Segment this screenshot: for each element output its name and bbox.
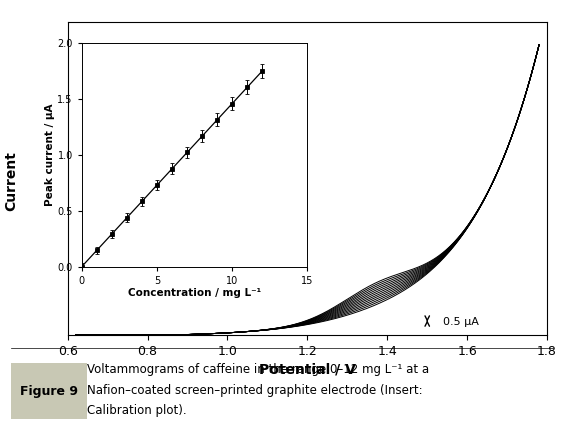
Text: Figure 9: Figure 9 — [20, 385, 78, 398]
Text: Current: Current — [5, 150, 18, 211]
Text: Calibration plot).: Calibration plot). — [87, 404, 187, 417]
Text: Nafion–coated screen–printed graphite electrode (Insert:: Nafion–coated screen–printed graphite el… — [87, 384, 423, 396]
Text: 0.5 μA: 0.5 μA — [443, 317, 479, 327]
Text: Voltammograms of caffeine in the range 0–12 mg L⁻¹ at a: Voltammograms of caffeine in the range 0… — [87, 363, 430, 376]
X-axis label: Concentration / mg L⁻¹: Concentration / mg L⁻¹ — [128, 289, 261, 298]
X-axis label: Potential / V: Potential / V — [259, 362, 356, 376]
Y-axis label: Peak current / μA: Peak current / μA — [45, 104, 55, 206]
